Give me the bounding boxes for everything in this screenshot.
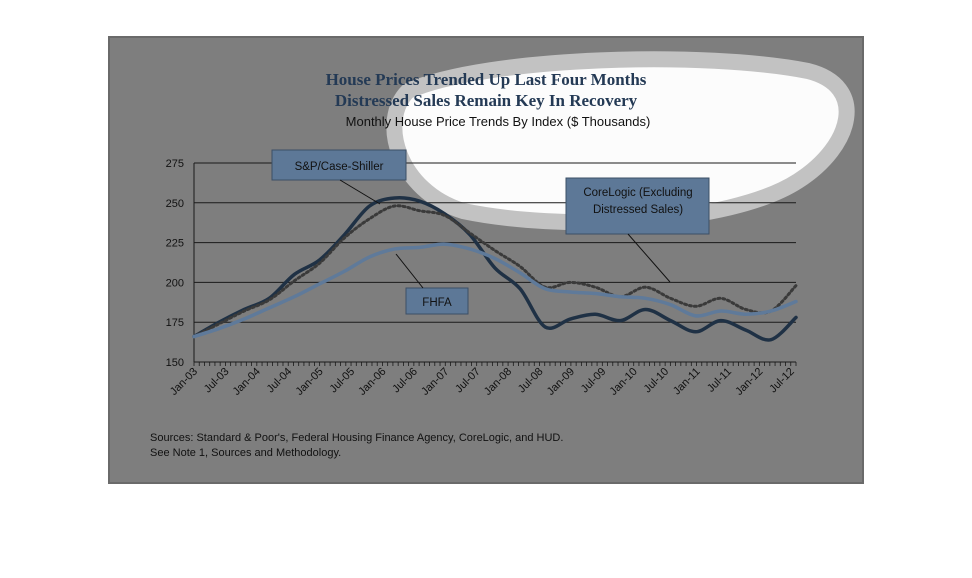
x-tick-label: Jul-05 <box>327 366 357 396</box>
label-corelogic: CoreLogic (Excluding Distressed Sales) <box>565 177 710 283</box>
x-tick-label: Jan-12 <box>733 366 765 398</box>
series-line-fhfa <box>192 242 798 339</box>
x-tick-label: Jan-10 <box>608 366 640 398</box>
x-tick-label: Jul-12 <box>767 366 797 396</box>
label-box-fhfa <box>405 287 469 315</box>
y-tick-label: 200 <box>166 277 184 289</box>
x-tick-label: Jan-07 <box>419 366 451 398</box>
pointer-case-shiller <box>339 179 381 205</box>
x-tick-label: Jan-08 <box>482 366 514 398</box>
x-tick-label: Jul-04 <box>265 366 295 396</box>
label-box-corelogic <box>565 177 710 235</box>
x-tick-label: Jan-05 <box>293 366 325 398</box>
x-tick-label: Jul-07 <box>453 366 483 396</box>
chart-subtitle: Monthly House Price Trends By Index ($ T… <box>346 114 651 129</box>
chart-panel: House Prices Trended Up Last Four Months… <box>108 36 864 484</box>
series-line-s-p-case-shiller <box>192 196 798 342</box>
label-text-case-shiller: S&P/Case-Shiller <box>295 161 384 173</box>
chart-svg: House Prices Trended Up Last Four Months… <box>150 51 855 459</box>
x-tick-label: Jul-06 <box>390 366 420 396</box>
y-tick-label: 225 <box>166 238 184 250</box>
y-tick-label: 175 <box>166 317 184 329</box>
x-tick-label: Jan-11 <box>671 366 703 398</box>
x-tick-label: Jul-09 <box>579 366 609 396</box>
y-tick-label: 250 <box>166 198 184 210</box>
x-tick-label: Jul-11 <box>705 366 734 395</box>
label-text-corelogic-2: Distressed Sales) <box>593 204 683 216</box>
x-tick-label: Jan-09 <box>545 366 577 398</box>
series-line-corelogic-excluding-distressed-sales- <box>192 204 798 339</box>
label-box-case-shiller <box>271 149 407 181</box>
label-case-shiller: S&P/Case-Shiller <box>271 149 407 205</box>
label-text-fhfa: FHFA <box>422 297 452 309</box>
pointer-corelogic <box>627 233 671 283</box>
y-tick-label: 150 <box>166 357 184 369</box>
series-layer <box>192 196 798 342</box>
label-fhfa: FHFA <box>395 253 469 315</box>
sources-note: Sources: Standard & Poor's, Federal Hous… <box>150 432 563 444</box>
methodology-note: See Note 1, Sources and Methodology. <box>150 447 341 459</box>
label-text-corelogic-1: CoreLogic (Excluding <box>583 187 692 199</box>
x-tick-label: Jul-08 <box>516 366 546 396</box>
highlight-scribble <box>386 51 855 231</box>
x-tick-label: Jan-06 <box>356 366 388 398</box>
x-tick-label: Jul-03 <box>202 366 232 396</box>
x-tick-label: Jan-03 <box>168 366 200 398</box>
x-tick-label: Jan-04 <box>231 366 263 398</box>
pointer-fhfa <box>395 253 424 289</box>
chart-title-line2: Distressed Sales Remain Key In Recovery <box>335 91 638 110</box>
x-tick-label: Jul-10 <box>642 366 672 396</box>
y-tick-label: 275 <box>166 158 184 170</box>
chart-title-line1: House Prices Trended Up Last Four Months <box>326 70 647 89</box>
